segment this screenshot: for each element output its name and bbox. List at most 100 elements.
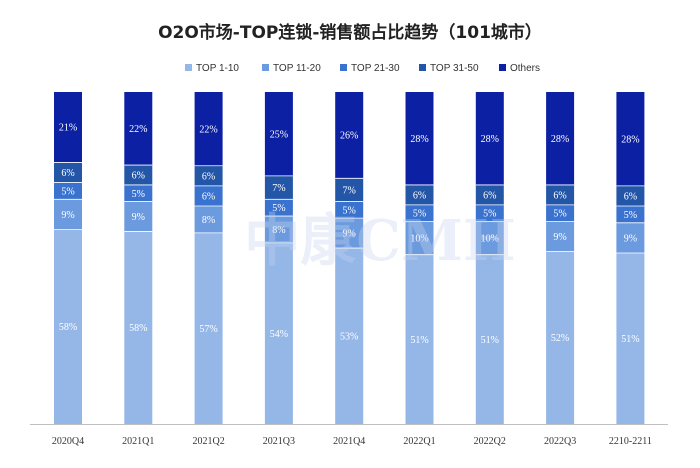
data-label: 28% xyxy=(410,134,428,145)
bar-segment xyxy=(124,184,153,202)
bar-segment xyxy=(194,185,223,207)
data-label: 6% xyxy=(202,191,215,202)
x-tick-label: 2021Q2 xyxy=(192,436,224,447)
bar-segment xyxy=(54,182,82,200)
chart-title: O2O市场-TOP连锁-销售额占比趋势（101城市） xyxy=(158,22,542,43)
data-label: 8% xyxy=(272,225,285,236)
bar-segment xyxy=(335,201,364,219)
legend-label: TOP 1-10 xyxy=(196,63,239,74)
legend-swatch xyxy=(499,64,506,71)
x-tick-label: 2020Q4 xyxy=(52,436,84,447)
data-label: 9% xyxy=(61,210,74,221)
data-label: 52% xyxy=(551,333,569,344)
data-label: 6% xyxy=(61,168,74,179)
bar-segment xyxy=(475,254,504,424)
legend-swatch xyxy=(419,64,426,71)
data-label: 54% xyxy=(270,329,288,340)
data-label: 5% xyxy=(343,205,356,216)
data-label: 5% xyxy=(483,209,496,220)
bars xyxy=(30,92,668,425)
bar-segment xyxy=(475,92,504,185)
data-label: 28% xyxy=(481,134,499,145)
x-tick-label: 2022Q3 xyxy=(544,436,576,447)
data-label: 28% xyxy=(551,134,569,145)
data-label: 58% xyxy=(129,323,147,334)
bar-segment xyxy=(194,92,223,166)
bar-segment xyxy=(54,92,82,163)
data-label: 51% xyxy=(410,335,428,346)
data-label: 8% xyxy=(202,215,215,226)
data-label: 58% xyxy=(59,322,77,333)
x-tick-label: 2210-2211 xyxy=(609,436,652,447)
bar-segment xyxy=(264,199,293,217)
bar-segment xyxy=(405,221,434,255)
bar-segment xyxy=(335,248,364,424)
legend-swatch xyxy=(340,64,347,71)
bar-segment xyxy=(264,175,293,200)
data-label: 9% xyxy=(553,232,566,243)
data-label: 6% xyxy=(202,171,215,182)
legend-label: Others xyxy=(510,63,540,74)
bar-segment xyxy=(54,199,82,230)
bar-segment xyxy=(335,178,364,202)
data-label: 5% xyxy=(132,189,145,200)
data-label: 53% xyxy=(340,332,358,343)
data-label: 6% xyxy=(624,191,637,202)
data-label: 9% xyxy=(343,229,356,240)
bar-segment xyxy=(124,201,153,232)
bar-segment xyxy=(194,165,223,186)
bar-segment xyxy=(335,218,364,249)
bar-segment xyxy=(475,221,504,255)
data-label: 5% xyxy=(61,186,74,197)
x-tick-label: 2022Q1 xyxy=(403,436,435,447)
data-label: 51% xyxy=(481,335,499,346)
data-label: 7% xyxy=(343,185,356,196)
bar-segment xyxy=(616,206,645,223)
x-tick-label: 2022Q2 xyxy=(474,436,506,447)
data-label: 6% xyxy=(553,190,566,201)
bar-segment xyxy=(54,162,82,183)
data-label: 10% xyxy=(410,234,428,245)
data-label: 21% xyxy=(59,123,77,134)
bar-segment xyxy=(264,216,293,243)
x-tick-label: 2021Q3 xyxy=(263,436,295,447)
bar-segment xyxy=(54,229,82,424)
bar-segment xyxy=(124,231,153,424)
bar-segment xyxy=(546,204,575,222)
data-label: 51% xyxy=(621,334,639,345)
legend-label: TOP 11-20 xyxy=(273,63,321,74)
bar-segment xyxy=(335,92,364,179)
bar-segment xyxy=(124,165,153,185)
bar-segment xyxy=(546,221,575,252)
category-labels: 2020Q4 2021Q1 2021Q2 2021Q3 2021Q4 2022Q1 2022… xyxy=(52,436,652,447)
data-label: 5% xyxy=(413,209,426,220)
bar-segment xyxy=(264,92,293,176)
segment-labels: 58% 9% 5% 6% 21% 58% 9% 5% 6% 22% 57% 8% 6% 6% 22% 54% 8… xyxy=(59,123,640,346)
data-label: 7% xyxy=(272,183,285,194)
data-label: 57% xyxy=(199,324,217,335)
bar-segment xyxy=(546,251,575,424)
data-label: 9% xyxy=(624,233,637,244)
x-tick-label: 2021Q4 xyxy=(333,436,365,447)
data-label: 6% xyxy=(413,190,426,201)
bar-segment xyxy=(616,92,645,186)
bar-segment xyxy=(546,92,575,185)
watermark-logo: 中康CMH xyxy=(244,208,515,274)
legend-swatch xyxy=(262,64,269,71)
legend-label: TOP 31-50 xyxy=(430,63,479,74)
bar-segment xyxy=(405,184,434,205)
bar-segment xyxy=(616,185,645,207)
legend-label: TOP 21-30 xyxy=(351,63,400,74)
bar-segment xyxy=(405,92,434,185)
bar-segment xyxy=(124,92,153,166)
data-label: 28% xyxy=(621,134,639,145)
bar-segment xyxy=(546,184,575,205)
bar-segment xyxy=(405,204,434,222)
data-label: 5% xyxy=(272,203,285,214)
data-label: 6% xyxy=(483,190,496,201)
bar-segment xyxy=(616,252,645,424)
x-tick-label: 2021Q1 xyxy=(122,436,154,447)
data-label: 26% xyxy=(340,131,358,142)
data-label: 22% xyxy=(199,124,217,135)
